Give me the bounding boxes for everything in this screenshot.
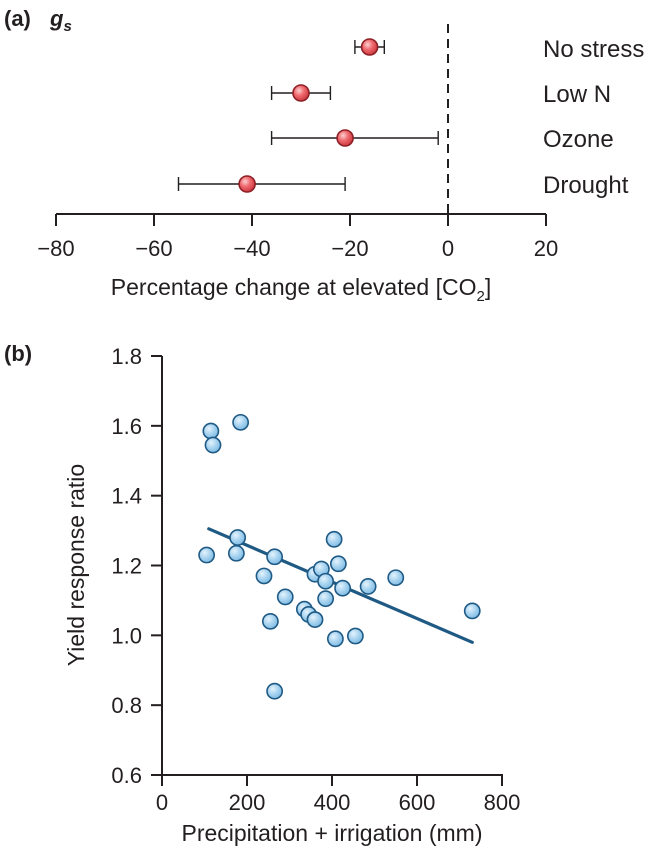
data-point xyxy=(359,578,377,595)
panel-a-xlabel-suffix: ] xyxy=(485,274,491,300)
data-point xyxy=(306,611,324,629)
mean-marker xyxy=(292,84,310,102)
data-point xyxy=(387,569,405,587)
data-point xyxy=(325,530,343,548)
data-point xyxy=(329,555,347,573)
y-tick-label: 1.4 xyxy=(111,484,142,509)
panel-b-y-ticks: 0.6 0.8 1.0 1.2 1.4 1.6 1.8 xyxy=(111,344,162,788)
y-tick-label: 0.6 xyxy=(111,763,142,788)
x-tick-label: 0 xyxy=(442,236,454,261)
data-point xyxy=(334,579,352,597)
data-point xyxy=(276,588,294,606)
y-tick-label: 0.8 xyxy=(111,693,142,718)
x-tick-label: 20 xyxy=(534,236,558,261)
panel-a-x-axis-label: Percentage change at elevated [CO2] xyxy=(111,274,491,305)
category-label-ozone: Ozone xyxy=(543,126,614,153)
x-tick-label: 0 xyxy=(156,790,168,815)
mean-marker xyxy=(336,129,354,147)
panel-b-label: (b) xyxy=(4,341,32,366)
panel-b-y-axis-label: Yield response ratio xyxy=(63,464,89,666)
panel-a-markers xyxy=(238,38,379,193)
panel-a-error-bars xyxy=(177,40,439,191)
x-tick-label: 600 xyxy=(399,790,436,815)
y-tick-label: 1.2 xyxy=(111,554,142,579)
panel-b-x-ticks: 0 200 400 600 800 xyxy=(156,775,520,815)
data-point xyxy=(266,548,284,566)
panel-b-x-axis-label: Precipitation + irrigation (mm) xyxy=(181,820,482,846)
data-point xyxy=(346,627,364,645)
x-tick-label: 400 xyxy=(314,790,351,815)
data-point xyxy=(198,546,216,564)
mean-marker xyxy=(360,38,379,56)
x-tick-label: −60 xyxy=(135,236,172,261)
data-point xyxy=(266,682,284,700)
panel-a-xlabel-main: Percentage change at elevated [CO xyxy=(111,274,477,300)
x-tick-label: −80 xyxy=(37,236,74,261)
panel-b-points xyxy=(198,413,481,700)
data-point xyxy=(463,602,481,620)
panel-a: (a) gs −80 −60 −40 −20 0 20 No stress Low N O… xyxy=(4,6,644,305)
data-point xyxy=(261,612,279,630)
x-tick-label: −40 xyxy=(233,236,270,261)
data-point xyxy=(317,572,335,590)
data-point xyxy=(326,630,344,648)
x-tick-label: 800 xyxy=(484,790,521,815)
data-point xyxy=(255,567,273,585)
panel-a-title-subscript: s xyxy=(63,18,71,35)
category-label-drought: Drought xyxy=(543,172,629,199)
data-point xyxy=(227,544,245,562)
data-point xyxy=(317,590,335,608)
panel-b: (b) 0.60.81.01.21.41.61.8 0 200 400 600 800 … xyxy=(4,341,520,846)
x-tick-label: −20 xyxy=(331,236,368,261)
panel-a-title: gs xyxy=(49,6,72,35)
y-tick-label: 1.8 xyxy=(111,344,142,369)
y-tick-label: 1.0 xyxy=(111,623,142,648)
y-tick-label: 1.6 xyxy=(111,414,142,439)
x-tick-label: 200 xyxy=(229,790,266,815)
category-label-no-stress: No stress xyxy=(543,36,644,63)
panel-a-label: (a) xyxy=(4,6,31,31)
panel-a-xlabel-subscript: 2 xyxy=(476,288,484,305)
data-point xyxy=(202,422,220,440)
data-point xyxy=(229,529,247,546)
mean-marker xyxy=(238,175,256,193)
panel-a-title-main: g xyxy=(49,6,64,31)
panel-a-x-ticks: −80 −60 −40 −20 0 20 xyxy=(37,214,558,261)
data-point xyxy=(204,436,222,454)
data-point xyxy=(232,413,250,431)
category-label-low-n: Low N xyxy=(543,81,611,108)
